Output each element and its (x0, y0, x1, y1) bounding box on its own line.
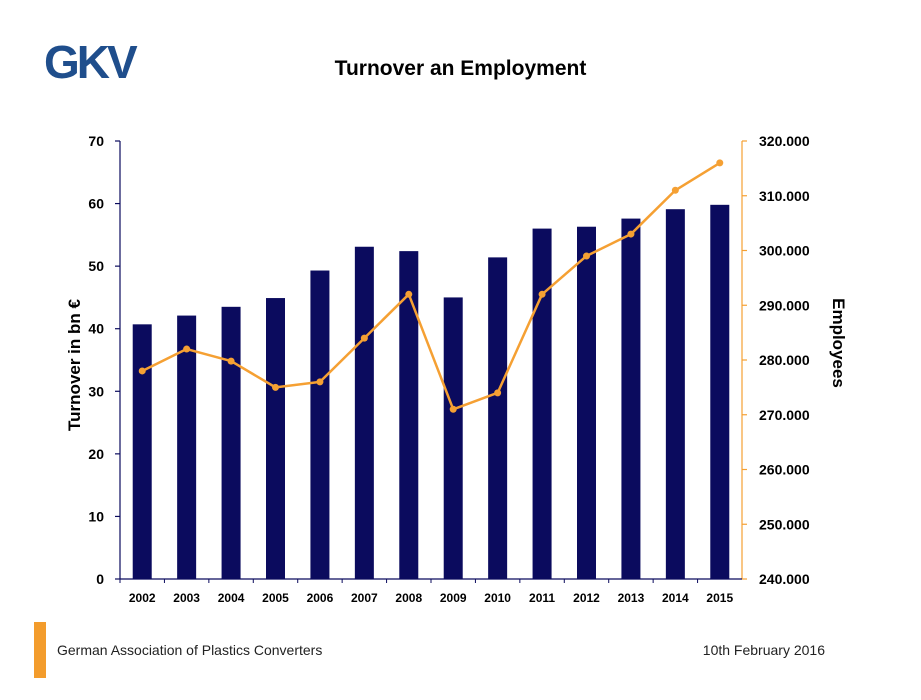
line-point (138, 367, 146, 375)
footer-organization: German Association of Plastics Converter… (57, 642, 323, 658)
x-tick-label: 2003 (173, 591, 200, 605)
x-tick-label: 2007 (351, 591, 378, 605)
right-tick-label: 290.000 (759, 297, 810, 313)
page-title: Turnover an Employment (334, 57, 587, 80)
bar (532, 228, 552, 579)
y-axis-label: Turnover in bn € (65, 298, 84, 430)
left-tick-label: 70 (88, 133, 104, 149)
y2-axis-label: Employees (829, 298, 848, 388)
x-tick-label: 2010 (484, 591, 511, 605)
bar (310, 270, 330, 579)
line-point (449, 405, 457, 413)
line-point (494, 389, 502, 397)
bar (488, 257, 508, 579)
line-point (183, 345, 191, 353)
x-tick-label: 2004 (218, 591, 245, 605)
line-point (405, 290, 413, 298)
bar (399, 251, 419, 579)
x-tick-label: 2006 (307, 591, 334, 605)
right-tick-label: 270.000 (759, 407, 810, 423)
right-tick-label: 310.000 (759, 188, 810, 204)
bar (621, 218, 641, 580)
right-tick-label: 280.000 (759, 352, 810, 368)
line-point (360, 334, 368, 342)
left-tick-label: 60 (88, 196, 104, 212)
bar (665, 209, 685, 579)
bar (132, 324, 152, 579)
line-point (316, 378, 324, 386)
x-tick-label: 2008 (395, 591, 422, 605)
line-point (671, 186, 679, 194)
line-point (227, 357, 235, 365)
line-point (716, 159, 724, 167)
gkv-logo: GKV (44, 36, 141, 86)
right-tick-label: 250.000 (759, 516, 810, 532)
right-tick-label: 240.000 (759, 571, 810, 587)
right-tick-label: 260.000 (759, 462, 810, 478)
x-tick-label: 2012 (573, 591, 600, 605)
x-tick-label: 2015 (706, 591, 733, 605)
bar (577, 226, 596, 580)
line-point (538, 290, 546, 298)
line-point (627, 230, 635, 238)
bar (221, 306, 241, 579)
footer-date: 10th February 2016 (702, 642, 825, 658)
x-tick-label: 2014 (662, 591, 689, 605)
employees-line (141, 161, 721, 411)
x-tick-label: 2009 (440, 591, 467, 605)
chart-labels: Turnover in bn € Employees (65, 298, 848, 431)
bar (443, 297, 463, 579)
left-tick-label: 40 (88, 321, 104, 337)
left-tick-label: 0 (96, 571, 104, 587)
line-point (583, 252, 590, 260)
left-tick-label: 30 (88, 383, 104, 399)
right-tick-label: 300.000 (759, 243, 810, 259)
x-tick-label: 2005 (262, 591, 289, 605)
x-tick-label: 2011 (529, 591, 555, 605)
left-tick-label: 50 (88, 258, 104, 274)
bar (266, 298, 285, 579)
logo-text: GKV (44, 36, 138, 86)
line-point (272, 383, 279, 391)
bar (710, 204, 730, 579)
line-series (138, 159, 724, 413)
left-tick-label: 20 (88, 446, 104, 462)
x-tick-label: 2002 (129, 591, 156, 605)
bar (177, 315, 197, 579)
right-tick-label: 320.000 (759, 133, 810, 149)
left-tick-label: 10 (88, 508, 104, 524)
footer-accent-bar (34, 622, 46, 678)
x-tick-label: 2013 (618, 591, 645, 605)
chart-axes: 0 10 20 30 40 50 60 70 240.000 250.000 260.000 270.… (88, 133, 809, 605)
bar (354, 246, 374, 579)
bar-series (132, 204, 730, 580)
